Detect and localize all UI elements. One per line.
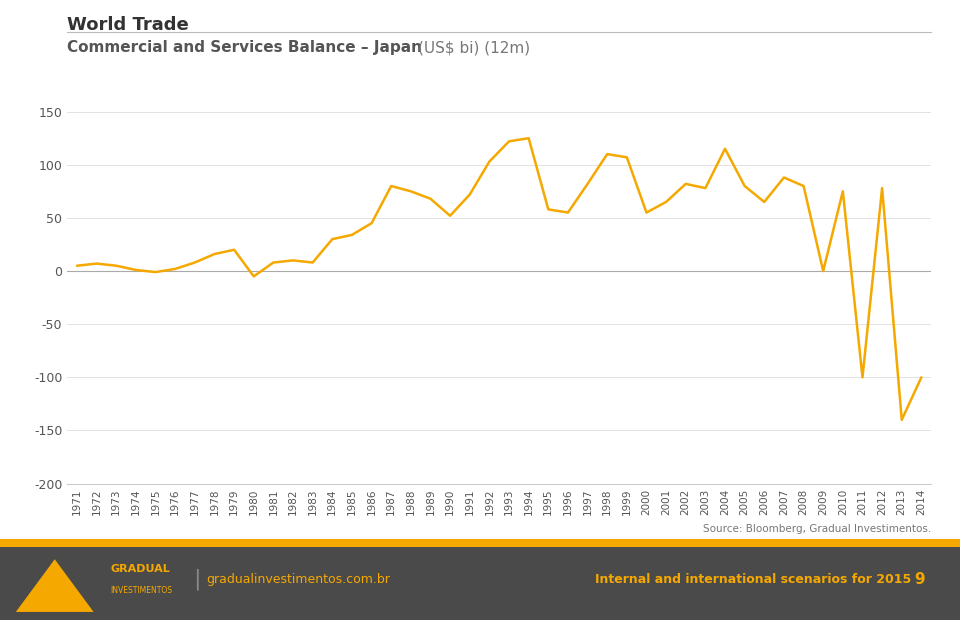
Text: Internal and international scenarios for 2015: Internal and international scenarios for… [595,574,911,586]
Text: |: | [193,569,201,590]
Text: GRADUAL: GRADUAL [110,564,170,574]
Text: 9: 9 [914,572,924,587]
Text: INVESTIMENTOS: INVESTIMENTOS [110,586,173,595]
Text: World Trade: World Trade [67,16,189,33]
Text: gradualinvestimentos.com.br: gradualinvestimentos.com.br [206,574,391,586]
Text: (US$ bi) (12m): (US$ bi) (12m) [418,40,530,55]
Polygon shape [15,559,93,612]
Text: Source: Bloomberg, Gradual Investimentos.: Source: Bloomberg, Gradual Investimentos… [703,524,931,534]
Text: Commercial and Services Balance – Japan: Commercial and Services Balance – Japan [67,40,427,55]
